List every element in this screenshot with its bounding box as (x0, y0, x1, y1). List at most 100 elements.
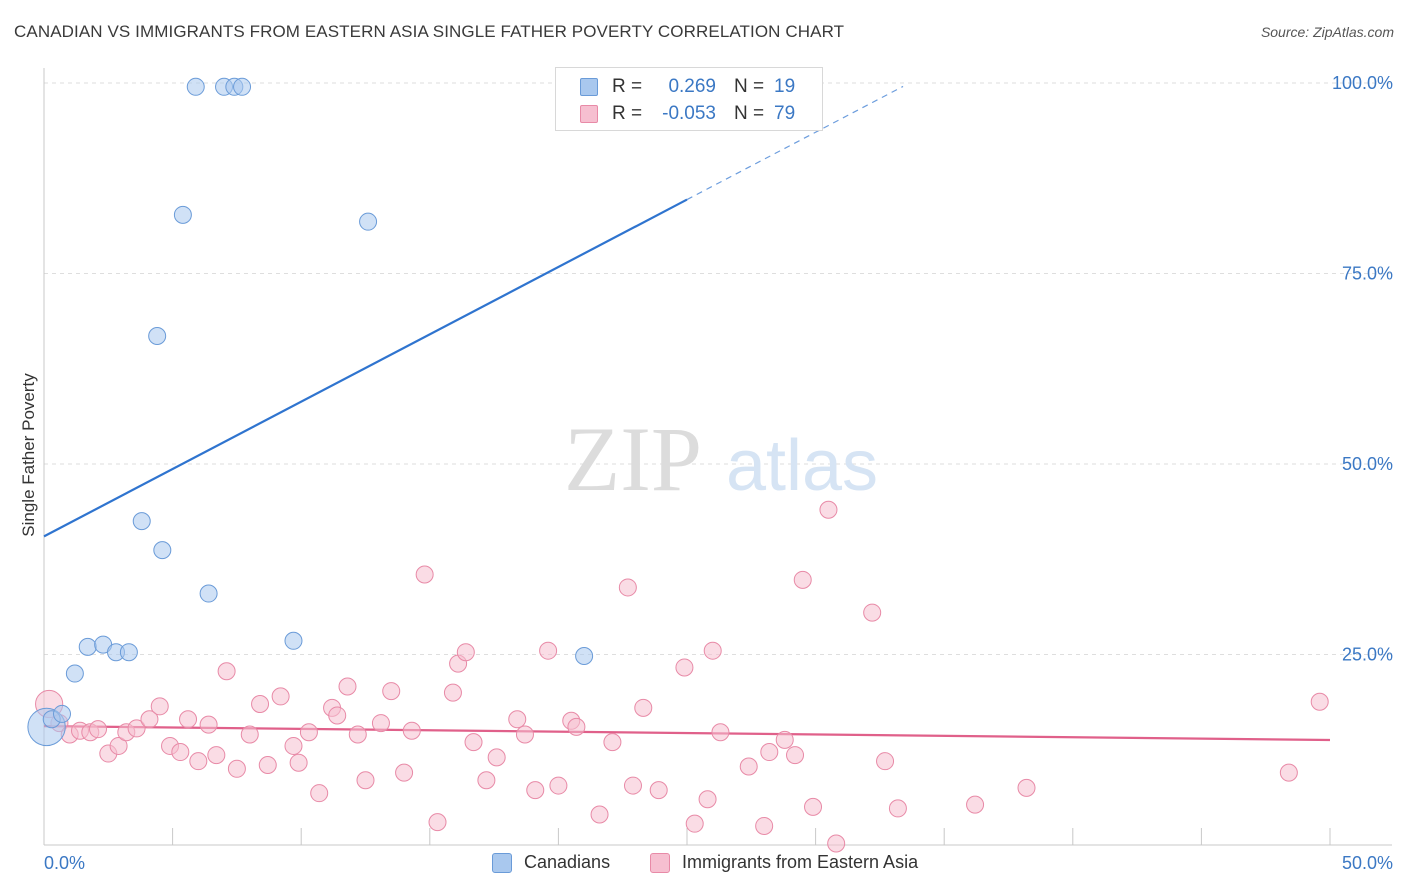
data-point-canadians (78, 637, 97, 656)
data-point-immigrants (428, 813, 447, 832)
data-point-immigrants (217, 662, 236, 681)
data-point-immigrants (1017, 778, 1036, 797)
data-point-immigrants (549, 776, 568, 795)
legend-r-value: 0.269 (668, 76, 716, 97)
x-tick-label: 0.0% (44, 853, 85, 873)
data-point-immigrants (140, 710, 159, 729)
data-point-immigrants (227, 759, 246, 778)
data-point-immigrants (786, 746, 805, 765)
data-point-immigrants (675, 658, 694, 677)
legend-swatch-immigrants (650, 852, 670, 873)
data-point-immigrants (189, 752, 208, 771)
data-point-immigrants (150, 697, 169, 716)
data-point-immigrants (415, 565, 434, 584)
legend-r-label: R = (612, 103, 643, 124)
data-point-immigrants (526, 781, 545, 800)
data-point-immigrants (487, 748, 506, 767)
trend-lines (43, 85, 1331, 742)
x-tick-label: 50.0% (1342, 853, 1393, 873)
data-point-immigrants (199, 715, 218, 734)
tick-labels: 25.0% 50.0% 75.0% 100.0% 0.0% 50.0% (44, 73, 1393, 873)
data-point-immigrants (966, 795, 985, 814)
data-point-immigrants (328, 706, 347, 725)
data-point-immigrants (289, 753, 308, 772)
data-point-immigrants (127, 719, 146, 738)
data-point-immigrants (711, 723, 730, 742)
data-point-immigrants (603, 733, 622, 752)
legend-swatch-canadians (580, 78, 598, 96)
data-point-immigrants (590, 805, 609, 824)
data-point-immigrants (338, 677, 357, 696)
data-point-immigrants (634, 698, 653, 717)
trendline-immigrants (43, 725, 1331, 742)
data-point-immigrants (1310, 692, 1329, 711)
data-point-immigrants (685, 814, 704, 833)
watermark: ZIP atlas (564, 408, 878, 510)
data-point-immigrants (703, 641, 722, 660)
data-point-immigrants (402, 721, 421, 740)
data-point-immigrants (207, 746, 226, 765)
trendline-canadians-extension (686, 85, 904, 201)
data-point-immigrants (109, 736, 128, 755)
data-point-immigrants (755, 816, 774, 835)
data-point-immigrants (371, 714, 390, 733)
data-point-canadians (132, 512, 151, 531)
data-point-immigrants (251, 695, 270, 714)
data-point-immigrants (515, 725, 534, 744)
legend-n-value: 79 (774, 103, 796, 124)
data-point-immigrants (888, 799, 907, 818)
legend-n-label: N = (734, 103, 765, 124)
data-point-immigrants (1279, 763, 1298, 782)
data-point-immigrants (739, 757, 758, 776)
data-point-immigrants (819, 500, 838, 519)
data-point-canadians (173, 205, 192, 224)
watermark-zip: ZIP (564, 408, 702, 510)
chart-source: Source: ZipAtlas.com (1260, 24, 1394, 40)
legend-swatch-canadians (492, 852, 512, 873)
data-point-immigrants (240, 725, 259, 744)
data-point-immigrants (649, 781, 668, 800)
watermark-atlas: atlas (726, 426, 878, 506)
data-point-immigrants (299, 723, 318, 742)
data-point-immigrants (348, 725, 367, 744)
legend-label-immigrants: Immigrants from Eastern Asia (682, 852, 919, 872)
legend-n-label: N = (734, 76, 765, 97)
legend-item-canadians: Canadians (492, 852, 610, 873)
data-point-immigrants (804, 797, 823, 816)
series-immigrants-points (35, 500, 1329, 853)
data-point-immigrants (258, 755, 277, 774)
data-point-canadians (199, 584, 218, 603)
data-point-immigrants (179, 710, 198, 729)
data-point-immigrants (456, 643, 475, 662)
y-tick-label: 75.0% (1342, 264, 1393, 284)
data-point-immigrants (356, 771, 375, 790)
data-point-immigrants (89, 720, 108, 739)
data-point-canadians (284, 631, 303, 650)
data-point-immigrants (863, 603, 882, 622)
data-point-canadians (233, 77, 252, 96)
legend-r-value: -0.053 (662, 103, 716, 124)
data-point-immigrants (395, 763, 414, 782)
data-point-immigrants (539, 641, 558, 660)
data-point-immigrants (567, 717, 586, 736)
data-point-immigrants (508, 710, 527, 729)
data-point-canadians (65, 664, 84, 683)
data-point-immigrants (464, 733, 483, 752)
data-point-immigrants (171, 743, 190, 762)
legend-row-canadians: R = 0.269 N = 19 (580, 75, 795, 99)
data-point-canadians (359, 212, 378, 231)
data-point-immigrants (284, 736, 303, 755)
data-point-immigrants (477, 771, 496, 790)
data-point-canadians (153, 541, 172, 560)
legend-label-canadians: Canadians (524, 852, 611, 872)
legend-swatch-immigrants (580, 105, 598, 123)
legend-r-label: R = (612, 76, 643, 97)
data-point-immigrants (623, 776, 642, 795)
y-tick-label: 50.0% (1342, 454, 1393, 474)
legend-item-immigrants: Immigrants from Eastern Asia (650, 852, 918, 873)
series-legend: Canadians Immigrants from Eastern Asia (0, 852, 1406, 878)
y-tick-label: 100.0% (1332, 73, 1393, 93)
legend-row-immigrants: R = -0.053 N = 79 (580, 102, 795, 126)
data-point-canadians (575, 647, 594, 666)
